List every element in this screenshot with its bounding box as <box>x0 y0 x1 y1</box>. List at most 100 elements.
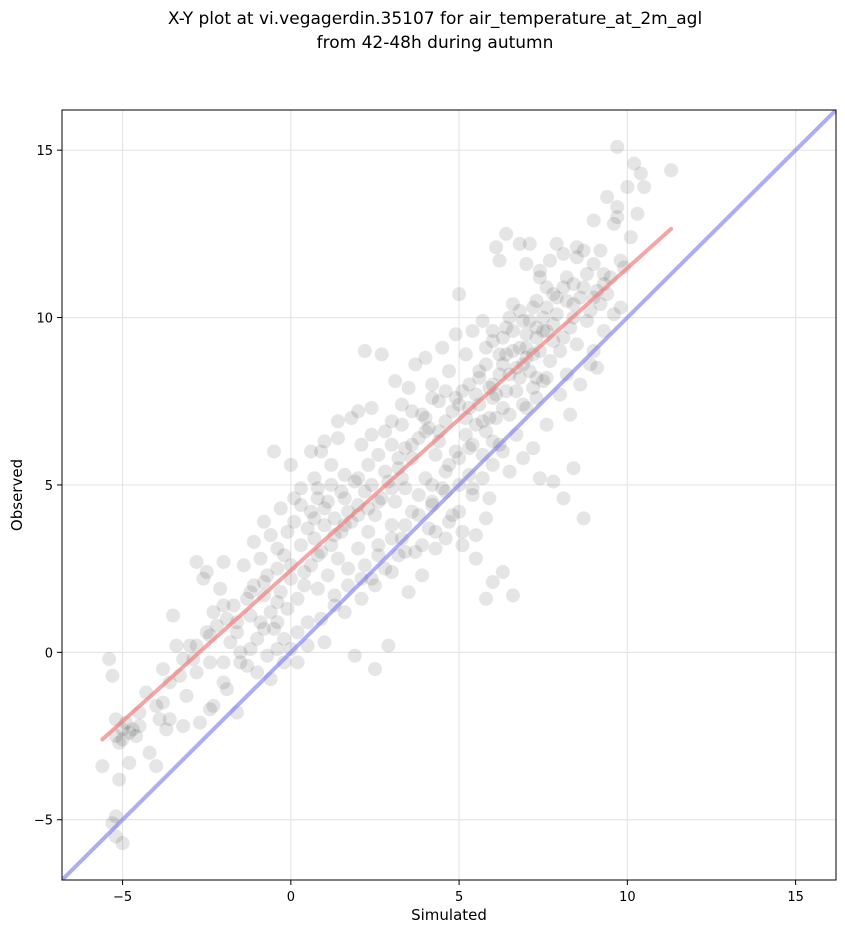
data-point <box>590 360 605 375</box>
data-point <box>411 431 426 446</box>
data-point <box>472 364 487 379</box>
data-point <box>273 585 288 600</box>
data-point <box>132 719 147 733</box>
data-point <box>479 511 494 526</box>
data-point <box>553 344 568 359</box>
data-point <box>159 722 174 737</box>
data-point <box>209 618 224 633</box>
data-point <box>384 531 399 546</box>
data-point <box>516 313 531 328</box>
data-point <box>502 310 517 325</box>
data-point <box>95 759 110 774</box>
data-point <box>425 494 440 509</box>
data-point <box>455 524 470 539</box>
data-point <box>418 424 433 439</box>
data-point <box>337 518 352 533</box>
data-point <box>189 665 204 680</box>
data-point <box>314 444 329 459</box>
data-point <box>155 662 170 677</box>
data-point <box>482 411 497 425</box>
data-point <box>411 488 426 502</box>
data-point <box>576 280 591 295</box>
regression-line <box>100 226 674 742</box>
y-axis-ticks: −5 0 5 10 15 <box>34 144 62 829</box>
data-point <box>502 464 517 479</box>
data-point <box>583 357 598 372</box>
data-point <box>256 575 271 590</box>
data-point <box>394 417 409 432</box>
data-point <box>240 658 255 673</box>
data-point <box>428 541 443 556</box>
data-point <box>371 548 386 563</box>
data-point <box>330 414 345 429</box>
data-point <box>485 457 500 472</box>
data-point <box>418 350 433 365</box>
data-point <box>452 397 467 412</box>
data-point <box>391 451 406 466</box>
data-point <box>549 307 564 322</box>
data-point <box>418 411 433 425</box>
data-point <box>479 591 494 606</box>
data-point <box>304 558 319 573</box>
data-point <box>542 253 557 268</box>
data-point <box>361 524 376 539</box>
data-point <box>297 578 312 593</box>
data-point <box>532 270 547 285</box>
data-point <box>300 615 315 630</box>
data-point <box>293 498 308 513</box>
data-point <box>263 605 278 620</box>
data-point <box>637 180 652 194</box>
data-point <box>431 394 446 409</box>
data-point <box>398 544 413 559</box>
data-point <box>492 347 507 362</box>
data-point <box>522 364 537 379</box>
data-point <box>361 457 376 472</box>
data-point <box>357 484 372 499</box>
data-point <box>569 240 584 255</box>
data-point <box>546 317 561 332</box>
data-point <box>475 313 490 328</box>
data-point <box>526 300 541 315</box>
y-tick-label: 0 <box>45 646 53 661</box>
data-point <box>229 625 244 640</box>
data-point <box>404 404 419 419</box>
data-point <box>371 447 386 462</box>
data-point <box>596 323 611 338</box>
data-point <box>468 528 483 543</box>
data-point <box>216 675 231 690</box>
data-point <box>270 561 285 576</box>
data-point <box>367 662 382 677</box>
data-point <box>404 437 419 452</box>
x-tick-label: −5 <box>113 890 132 905</box>
data-point <box>468 387 483 402</box>
data-point <box>203 702 218 717</box>
data-point <box>630 206 645 221</box>
data-point <box>539 417 554 432</box>
grid-lines <box>62 110 836 880</box>
data-point <box>529 320 544 335</box>
data-point <box>398 518 413 533</box>
identity-line <box>62 110 836 880</box>
data-point <box>297 565 312 579</box>
data-point <box>354 591 369 606</box>
data-point <box>320 568 335 583</box>
data-point <box>415 568 430 583</box>
data-point <box>529 390 544 405</box>
data-point <box>337 605 352 620</box>
data-point <box>522 236 537 251</box>
data-point <box>216 655 231 670</box>
data-point <box>442 364 456 379</box>
data-point <box>556 330 571 345</box>
data-point <box>226 598 241 613</box>
data-point <box>458 427 473 442</box>
data-point <box>310 491 325 506</box>
data-point <box>606 307 621 322</box>
data-point <box>489 240 504 255</box>
y-axis-label: Observed <box>8 459 26 531</box>
data-point <box>364 477 379 492</box>
data-point <box>334 484 349 499</box>
data-point <box>169 638 184 653</box>
data-point <box>539 300 554 315</box>
data-point <box>384 414 399 429</box>
data-point <box>277 548 292 563</box>
